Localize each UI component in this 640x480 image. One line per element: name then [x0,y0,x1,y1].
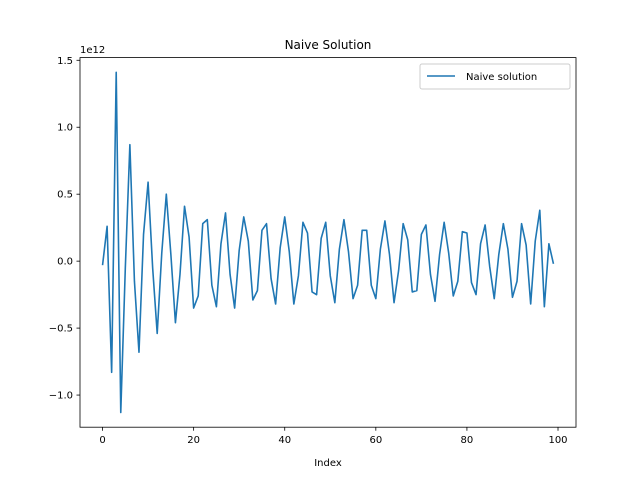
y-tick-label: −1.0 [49,391,73,402]
x-tick-label: 60 [369,435,382,446]
plot-frame [79,57,577,428]
x-axis-label: Index [314,458,342,469]
x-tick-label: 20 [187,435,200,446]
y-tick-label: 1.5 [57,56,73,67]
y-tick-label: 0.0 [57,257,73,268]
y-tick-label: 1.0 [57,123,73,134]
x-tick-label: 0 [99,435,105,446]
x-tick-label: 100 [548,435,567,446]
legend-box [419,63,571,90]
x-tick-label: 40 [278,435,291,446]
chart-title: Naive Solution [285,38,372,52]
y-offset-label: 1e12 [80,45,105,56]
x-tick-label: 80 [461,435,474,446]
legend-label-naive-solution: Naive solution [466,72,537,83]
series-line-0 [101,71,555,414]
legend: Naive solution [419,63,571,90]
y-tick-label: 0.5 [57,190,73,201]
y-tick-label: −0.5 [49,324,73,335]
